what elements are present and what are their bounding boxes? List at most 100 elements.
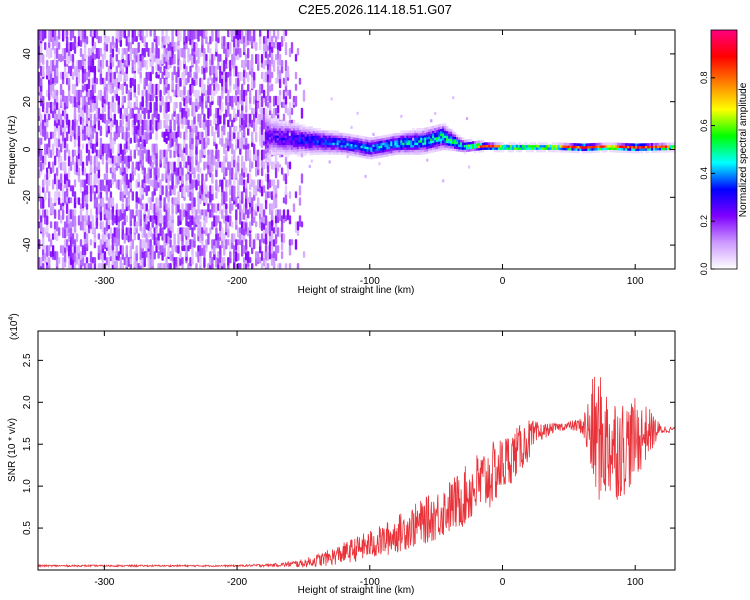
spectrogram-cell (191, 143, 194, 151)
spectrogram-cell (280, 36, 284, 47)
spectrogram-cell (374, 136, 377, 140)
spectrogram-cell (231, 119, 234, 128)
spectrogram-cell (312, 130, 316, 134)
spectrogram-cell (468, 144, 471, 147)
spectrogram-cell (245, 95, 248, 107)
spectrogram-cell (255, 119, 258, 131)
spectrogram-cell (519, 149, 523, 153)
spectrogram-cell (428, 143, 431, 147)
spectrogram-cell (137, 83, 140, 96)
spectrogram-cell (155, 245, 158, 253)
spectrogram-cell (266, 128, 270, 131)
spectrogram-cell (71, 71, 75, 80)
spectrogram-cell (95, 155, 99, 167)
spectrogram-cell (264, 148, 268, 152)
spectrogram-cell (264, 203, 268, 210)
spectrogram-cell (195, 125, 198, 137)
spectrogram-cell (354, 149, 357, 152)
spectrogram-cell (139, 239, 142, 248)
spectrogram-cell (46, 143, 49, 155)
spectrogram-cell (123, 233, 126, 244)
spectrogram-cell (348, 145, 351, 149)
spectrogram-cell (55, 47, 59, 59)
spectrogram-cell (225, 167, 228, 177)
spectrogram-cell (73, 191, 77, 199)
spectrogram-cell (428, 150, 431, 154)
spectrogram-cell (53, 209, 57, 219)
spectrogram-cell (133, 251, 136, 262)
spectrogram-cell (288, 128, 292, 131)
spectrogram-cell (314, 147, 318, 151)
spectrogram-cell (296, 122, 300, 126)
spectrogram-cell (159, 65, 162, 74)
spectrogram-cell (99, 179, 103, 192)
spectrogram-cell (270, 144, 274, 148)
spectrogram-cell (177, 173, 180, 185)
spectrogram-cell (111, 101, 115, 113)
spectrogram-cell (358, 147, 361, 151)
spectrogram-cell (384, 137, 387, 141)
spectrogram-cell (181, 233, 184, 242)
spectrogram-cell (302, 134, 306, 137)
spectrogram-cell (231, 233, 234, 244)
spectrogram-cell (79, 203, 83, 210)
spectrogram-cell (153, 179, 156, 189)
spectrogram-cell (139, 251, 142, 261)
spectrogram-cell (119, 179, 122, 189)
spectrogram-cell (73, 245, 77, 254)
spectrogram-cell (123, 47, 126, 55)
spectrogram-cell (294, 139, 298, 143)
spectrogram-cell (81, 245, 85, 256)
spectrogram-xtick-label: 100 (627, 276, 644, 287)
spectrogram-cell (284, 123, 288, 126)
spectrogram-cell (51, 30, 55, 38)
spectrogram-cell (125, 131, 128, 142)
spectrogram-cell (77, 30, 81, 37)
spectrogram-cell (434, 130, 437, 133)
spectrogram-cell (320, 137, 324, 141)
spectrogram-cell (203, 83, 206, 94)
spectrogram-cell (350, 134, 353, 137)
spectrogram-cell (282, 130, 286, 134)
spectrogram-cell (272, 251, 276, 259)
spectrogram-cell (191, 107, 194, 117)
spectrogram-cell (40, 197, 43, 209)
spectrogram-cell (290, 123, 294, 126)
spectrogram-cell (51, 233, 55, 240)
spectrogram-cell (139, 59, 142, 72)
spectrogram-cell (111, 95, 115, 103)
spectrogram-cell (117, 59, 120, 68)
spectrogram-cell (115, 245, 118, 257)
spectrogram-cell (340, 144, 343, 148)
spectrogram-cell (71, 215, 75, 228)
spectrogram-cell (410, 147, 413, 150)
spectrogram-cell (109, 107, 113, 119)
spectrogram-cell (225, 221, 228, 233)
spectrogram-cell (135, 191, 138, 203)
spectrogram-cell (338, 139, 341, 143)
spectrogram-cell (175, 245, 178, 253)
spectrogram-cell (241, 239, 244, 247)
spectrogram-cell (468, 148, 471, 152)
spectrogram-cell (229, 113, 232, 122)
spectrogram-cell (42, 53, 45, 65)
spectrogram-cell (420, 137, 423, 141)
spectrogram-cell (446, 133, 449, 136)
spectrogram-xtick-label: 0 (500, 276, 506, 287)
spectrogram-cell (442, 135, 445, 139)
spectrogram-cell (75, 119, 79, 127)
spectrogram-cell (420, 149, 423, 153)
spectrogram-cell (65, 203, 69, 215)
spectrogram-cell (414, 139, 417, 143)
spectrogram-cell (93, 227, 97, 239)
spectrogram-cell (107, 197, 111, 208)
spectrogram-cell (298, 148, 302, 152)
spectrogram-cell (147, 125, 150, 134)
spectrogram-cell (177, 143, 180, 155)
spectrogram-cell (368, 137, 371, 141)
spectrogram-cell (137, 173, 140, 183)
spectrogram-cell (131, 173, 134, 181)
spectrogram-cell (396, 151, 399, 155)
spectrogram-cell (181, 149, 184, 162)
spectrogram-cell (288, 149, 292, 153)
